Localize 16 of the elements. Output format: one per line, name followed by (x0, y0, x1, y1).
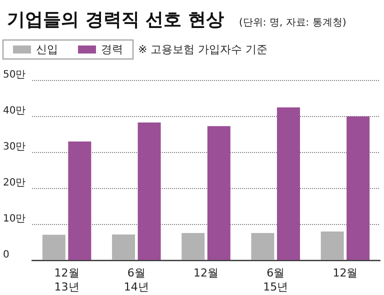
x-tick-label: 6월 15년 (263, 266, 288, 294)
chart-subtitle: (단위: 명, 자료: 통계청) (239, 18, 346, 28)
x-tick-label: 12월 13년 (54, 266, 80, 294)
x-tick-label: 12월 (194, 266, 218, 280)
text: ※ 고용보험 가입자수 기준 (138, 43, 268, 56)
chart-title: 기업들의 경력직 선호 현상 (7, 10, 224, 30)
x-tick-label: 12월 (332, 266, 358, 280)
y-tick-label: 20만 (3, 178, 26, 188)
y-tick-label: 40만 (3, 106, 26, 116)
y-tick-label: 50만 (3, 70, 26, 80)
y-tick-label: 10만 (3, 214, 26, 224)
x-tick-label: 6월 14년 (124, 266, 149, 294)
legend-label: 신입 (36, 43, 58, 56)
legend-label: 경력 (101, 43, 123, 56)
y-tick-label: 0 (3, 250, 10, 260)
y-tick-label: 30만 (3, 142, 26, 152)
